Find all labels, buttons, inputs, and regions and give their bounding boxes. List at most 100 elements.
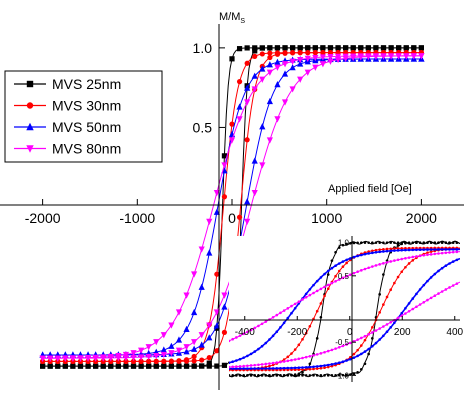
inset-data-point xyxy=(437,292,440,295)
inset-data-point xyxy=(326,283,330,287)
legend-label: MVS 80nm xyxy=(52,141,121,157)
inset-data-point xyxy=(426,279,429,283)
main-data-point xyxy=(54,355,61,362)
inset-data-point xyxy=(337,373,341,377)
main-data-point xyxy=(267,50,273,56)
inset-data-point xyxy=(308,288,312,291)
inset-data-point xyxy=(268,364,271,368)
main-data-point xyxy=(130,350,137,357)
inset-data-point xyxy=(271,316,275,319)
inset-data-point xyxy=(235,359,238,362)
inset-data-point xyxy=(334,264,337,268)
main-data-point xyxy=(40,363,46,369)
main-data-point xyxy=(176,363,182,369)
inset-data-point xyxy=(315,289,319,293)
main-data-point xyxy=(213,190,220,197)
inset-data-point xyxy=(330,364,334,368)
inset-series-line xyxy=(229,251,460,342)
main-data-point xyxy=(191,363,197,369)
main-data-point xyxy=(214,271,220,277)
main-data-point xyxy=(214,363,220,369)
main-x-tick-label: 1000 xyxy=(311,210,342,226)
inset-data-point xyxy=(279,360,282,364)
inset-data-point xyxy=(297,366,301,370)
inset-data-point xyxy=(411,255,415,259)
main-data-point xyxy=(274,45,281,51)
main-data-point xyxy=(221,194,228,200)
inset-data-point xyxy=(286,359,290,363)
main-data-point xyxy=(168,350,175,357)
main-data-point xyxy=(115,363,121,369)
main-data-point xyxy=(69,355,77,362)
main-data-point xyxy=(39,355,46,362)
inset-data-point xyxy=(341,265,345,268)
inset-data-point xyxy=(418,241,422,244)
inset-data-point xyxy=(429,253,433,256)
main-data-point xyxy=(282,45,288,51)
inset-data-point xyxy=(345,343,348,346)
main-data-point xyxy=(206,355,212,361)
inset-data-point xyxy=(378,311,381,314)
main-data-point xyxy=(380,53,387,60)
inset-data-point xyxy=(337,361,341,365)
inset-data-point xyxy=(290,304,293,308)
main-data-point xyxy=(221,329,228,335)
inset-data-point xyxy=(301,356,304,360)
main-data-point xyxy=(176,358,182,364)
inset-data-point xyxy=(385,295,389,299)
inset-data-point xyxy=(264,374,268,377)
inset-data-point xyxy=(404,312,407,315)
inset-data-point xyxy=(271,367,275,370)
main-data-point xyxy=(410,53,417,60)
inset-data-point xyxy=(279,326,282,329)
main-data-point xyxy=(123,358,129,364)
inset-data-point xyxy=(396,258,400,262)
inset-data-point xyxy=(444,264,448,268)
inset-data-point xyxy=(429,248,433,251)
inset-data-point xyxy=(315,365,319,368)
main-data-point xyxy=(130,354,137,361)
inset-data-point xyxy=(319,364,323,368)
inset-data-point xyxy=(363,267,367,271)
inset-data-point xyxy=(382,273,385,276)
inset-data-point xyxy=(229,374,231,377)
inset-data-point xyxy=(304,368,308,371)
inset-series-group xyxy=(229,240,460,378)
main-data-point xyxy=(305,45,311,51)
main-data-point xyxy=(357,53,364,60)
inset-data-point xyxy=(345,242,348,246)
inset-data-point xyxy=(348,273,352,276)
main-data-point xyxy=(244,99,251,106)
main-data-point xyxy=(244,218,251,225)
main-data-point xyxy=(168,342,175,349)
inset-x-tick-label: 400 xyxy=(446,327,463,338)
main-data-point xyxy=(297,60,304,67)
inset-data-point xyxy=(415,255,418,258)
main-data-point xyxy=(266,69,273,76)
main-data-point xyxy=(236,79,243,85)
inset-data-point xyxy=(367,266,370,270)
inset-plot: -400 -200 0 200 400 -1.0 -0.5 0.5 1.0 xyxy=(229,236,464,382)
main-data-point xyxy=(145,344,152,351)
inset-data-point xyxy=(334,250,337,254)
inset-data-point xyxy=(308,354,312,358)
inset-data-point xyxy=(407,246,411,250)
inset-data-point xyxy=(363,350,367,353)
inset-tick-group: -400 -200 0 200 400 -1.0 -0.5 0.5 1.0 xyxy=(235,239,464,381)
main-data-point xyxy=(282,50,288,56)
inset-data-point xyxy=(367,252,370,255)
inset-data-point xyxy=(404,241,407,244)
main-x-axis-label: Applied field [Oe] xyxy=(328,183,412,195)
inset-data-point xyxy=(315,309,319,313)
main-data-point xyxy=(297,76,304,83)
main-data-point xyxy=(198,332,205,339)
main-data-point xyxy=(191,345,198,352)
legend-marker xyxy=(26,80,34,88)
inset-data-point xyxy=(242,367,245,370)
main-data-point xyxy=(252,45,258,51)
main-data-point xyxy=(365,53,372,60)
inset-data-point xyxy=(360,269,363,272)
legend-label: MVS 25nm xyxy=(52,76,121,92)
inset-data-point xyxy=(253,367,257,370)
main-data-point xyxy=(236,46,243,52)
